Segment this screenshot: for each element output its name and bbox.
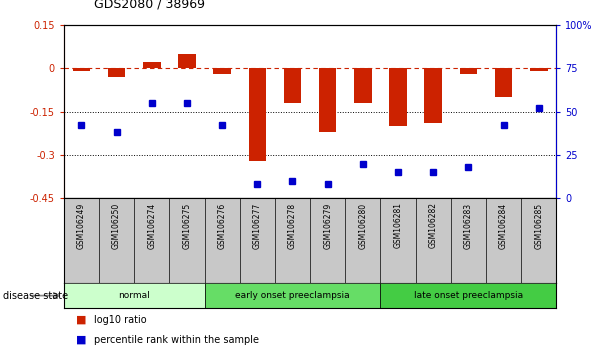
Text: ■: ■ <box>76 335 86 344</box>
Text: GSM106279: GSM106279 <box>323 202 332 249</box>
Text: GSM106274: GSM106274 <box>147 202 156 249</box>
Text: GSM106278: GSM106278 <box>288 202 297 249</box>
Bar <box>204 283 381 308</box>
Text: normal: normal <box>119 291 150 300</box>
Text: GSM106250: GSM106250 <box>112 202 121 249</box>
Text: late onset preeclampsia: late onset preeclampsia <box>414 291 523 300</box>
Bar <box>389 68 407 126</box>
Text: GSM106282: GSM106282 <box>429 202 438 249</box>
Bar <box>178 54 196 68</box>
Text: GSM106276: GSM106276 <box>218 202 227 249</box>
Bar <box>495 68 513 97</box>
Bar <box>319 68 336 132</box>
Text: log10 ratio: log10 ratio <box>94 315 147 325</box>
Text: GSM106275: GSM106275 <box>182 202 192 249</box>
Bar <box>64 283 204 308</box>
Text: GSM106281: GSM106281 <box>393 202 402 249</box>
Text: percentile rank within the sample: percentile rank within the sample <box>94 335 259 344</box>
Text: GSM106249: GSM106249 <box>77 202 86 249</box>
Bar <box>143 62 161 68</box>
Bar <box>354 68 371 103</box>
Bar <box>424 68 442 123</box>
Bar <box>249 68 266 161</box>
Bar <box>213 68 231 74</box>
Text: GSM106285: GSM106285 <box>534 202 543 249</box>
Bar <box>108 68 125 77</box>
Text: GDS2080 / 38969: GDS2080 / 38969 <box>94 0 206 11</box>
Text: early onset preeclampsia: early onset preeclampsia <box>235 291 350 300</box>
Bar <box>530 68 548 71</box>
Bar <box>460 68 477 74</box>
Text: GSM106284: GSM106284 <box>499 202 508 249</box>
Text: ■: ■ <box>76 315 86 325</box>
Text: GSM106283: GSM106283 <box>464 202 473 249</box>
Bar <box>381 283 556 308</box>
Text: disease state: disease state <box>3 291 68 301</box>
Bar <box>72 68 90 71</box>
Text: GSM106277: GSM106277 <box>253 202 262 249</box>
Bar <box>284 68 302 103</box>
Text: GSM106280: GSM106280 <box>358 202 367 249</box>
